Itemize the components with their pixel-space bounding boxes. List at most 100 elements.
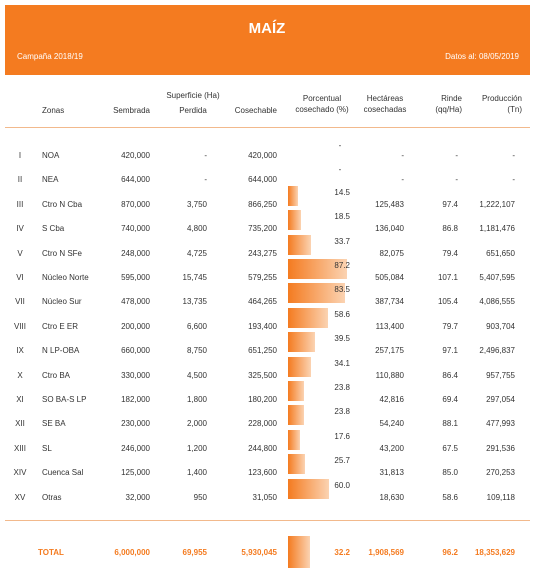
pct-bar	[288, 536, 310, 568]
col-header: Producción	[481, 94, 522, 103]
cell: -	[204, 151, 207, 160]
cell: 870,000	[121, 199, 150, 209]
header-rule	[5, 127, 530, 128]
cell: 105.4	[437, 297, 458, 307]
cell: 1,800	[186, 395, 207, 404]
date: Datos al: 08/05/2019	[445, 52, 519, 61]
cell: 182,000	[121, 395, 150, 404]
cell: -	[401, 151, 404, 160]
cell: 110,880	[375, 370, 404, 380]
cell: 291,536	[486, 443, 515, 453]
pct-value: 23.8	[334, 407, 350, 417]
cell: 4,500	[186, 370, 207, 380]
pct-value: 39.5	[334, 334, 350, 344]
cell: 325,500	[248, 370, 277, 380]
cell: 651,650	[486, 248, 515, 258]
pct-value: 58.6	[334, 309, 350, 319]
cell: 43,200	[379, 443, 404, 453]
cell: 6,000,000	[114, 548, 150, 557]
zone: Ctro N SFe	[42, 248, 83, 258]
zone: SO BA-S LP	[42, 395, 87, 404]
col-header: (Tn)	[507, 105, 522, 114]
row-id: IV	[16, 224, 24, 234]
zone: NOA	[42, 151, 60, 160]
cell: 1,908,569	[368, 548, 404, 557]
col-header: Zonas	[42, 106, 65, 115]
pct-value: 34.1	[334, 358, 350, 368]
zone: SE BA	[42, 419, 66, 429]
cell: 79.7	[442, 321, 458, 331]
row-id: X	[17, 370, 23, 380]
cell: 644,000	[248, 175, 277, 185]
cell: 5,407,595	[479, 273, 515, 282]
pct-bar	[288, 234, 311, 255]
pct-bar	[288, 429, 300, 450]
zone: N LP-OBA	[42, 346, 80, 356]
cell: 230,000	[121, 419, 150, 429]
zone: Ctro E ER	[42, 321, 79, 331]
group-header: Superficie (Ha)	[166, 91, 220, 100]
cell: 31,813	[379, 468, 404, 478]
cell: 595,000	[121, 273, 150, 282]
pct-value: 33.7	[334, 236, 350, 246]
col-header: Rinde	[441, 94, 462, 103]
pct-bar	[288, 454, 306, 475]
cell: 579,255	[248, 273, 277, 282]
pct-value: 14.5	[334, 187, 350, 197]
cell: 8,750	[186, 346, 207, 356]
cell: 54,240	[379, 419, 404, 429]
cell: 200,000	[121, 321, 150, 331]
cell: 2,496,837	[479, 346, 515, 356]
campaign: Campaña 2018/19	[17, 52, 83, 61]
cell: -	[204, 175, 207, 185]
title: MAÍZ	[248, 20, 286, 37]
pct-bar	[288, 381, 305, 401]
cell: 1,181,476	[479, 224, 515, 234]
row-id: VIII	[13, 321, 27, 331]
cell: 950	[193, 492, 207, 502]
cell: 740,000	[121, 224, 150, 234]
row-id: VI	[16, 273, 24, 282]
col-header: Porcentual	[302, 94, 342, 103]
cell: 464,265	[248, 297, 277, 307]
pct-value: 32.2	[334, 548, 350, 557]
cell: 4,800	[186, 224, 207, 234]
row-id: IX	[16, 346, 24, 356]
cell: 67.5	[442, 443, 458, 453]
zone: S Cba	[42, 224, 65, 234]
col-header: cosechadas	[363, 105, 407, 114]
cell: 297,054	[486, 395, 515, 404]
cell: 88.1	[442, 419, 458, 429]
cell: 86.8	[442, 224, 458, 234]
zone: Ctro BA	[42, 370, 71, 380]
cell: 13,735	[182, 297, 207, 307]
cell: 387,734	[375, 297, 404, 307]
col-header: (qq/Ha)	[435, 105, 462, 114]
cell: 477,993	[486, 419, 515, 429]
cell: 270,253	[486, 468, 515, 478]
cell: 4,086,555	[479, 297, 515, 307]
cell: 69,955	[182, 548, 207, 557]
cell: 15,745	[182, 273, 207, 282]
pct-bar	[288, 210, 301, 231]
cell: -	[512, 175, 515, 185]
cell: 735,200	[248, 224, 277, 234]
cell: 193,400	[248, 321, 277, 331]
col-header: cosechado (%)	[295, 105, 349, 114]
cell: 228,000	[248, 419, 277, 429]
cell: 6,600	[186, 321, 207, 331]
cell: 86.4	[442, 370, 458, 380]
cell: 257,175	[375, 346, 404, 356]
cell: 18,630	[379, 492, 404, 502]
cell: 5,930,045	[241, 548, 277, 557]
cell: 69.4	[442, 395, 458, 404]
cell: 505,084	[375, 273, 404, 282]
row-id: VII	[15, 297, 25, 307]
row-id: V	[17, 248, 23, 258]
cell: 18,353,629	[474, 548, 515, 557]
zone: NEA	[42, 175, 59, 185]
cell: 1,400	[186, 468, 207, 478]
pct-value: -	[338, 141, 342, 150]
cell: 82,075	[379, 248, 404, 258]
cell: 478,000	[121, 297, 150, 307]
